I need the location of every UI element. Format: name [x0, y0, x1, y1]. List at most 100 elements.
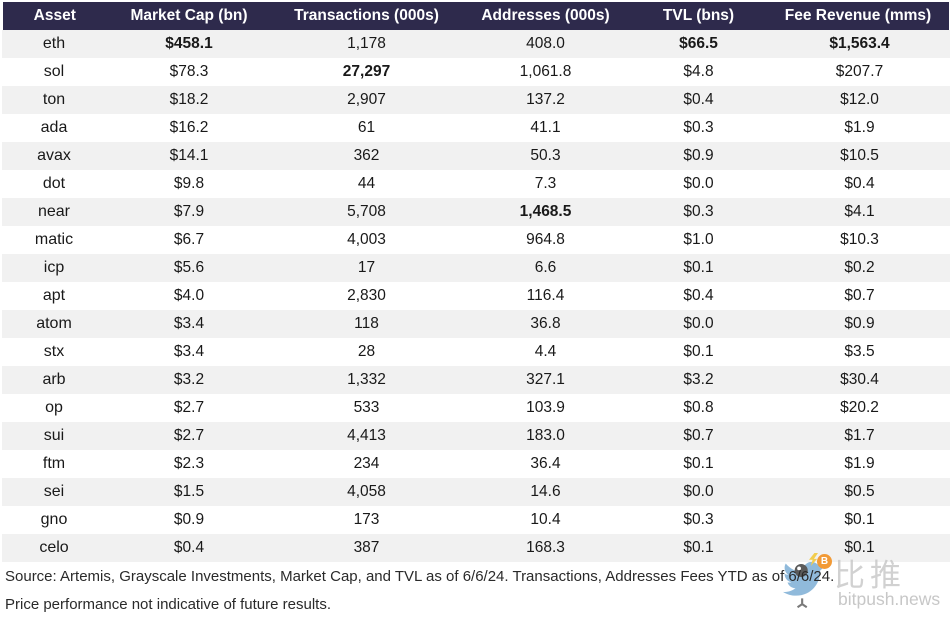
cell-asset: op	[2, 394, 107, 422]
cell-market-cap: $5.6	[107, 254, 272, 282]
cell-transactions: 5,708	[272, 198, 462, 226]
cell-tvl: $0.1	[630, 338, 768, 366]
cell-tvl: $0.9	[630, 142, 768, 170]
cell-asset: stx	[2, 338, 107, 366]
cell-tvl: $3.2	[630, 366, 768, 394]
cell-market-cap: $6.7	[107, 226, 272, 254]
cell-addresses: 7.3	[462, 170, 630, 198]
cell-market-cap: $3.4	[107, 310, 272, 338]
cell-asset: eth	[2, 30, 107, 58]
cell-fee-revenue: $0.7	[768, 282, 950, 310]
cell-asset: gno	[2, 506, 107, 534]
cell-tvl: $0.3	[630, 198, 768, 226]
cell-transactions: 173	[272, 506, 462, 534]
cell-transactions: 4,058	[272, 478, 462, 506]
cell-tvl: $0.1	[630, 450, 768, 478]
cell-addresses: 36.8	[462, 310, 630, 338]
cell-tvl: $0.1	[630, 254, 768, 282]
cell-asset: icp	[2, 254, 107, 282]
cell-transactions: 362	[272, 142, 462, 170]
cell-addresses: 4.4	[462, 338, 630, 366]
cell-market-cap: $1.5	[107, 478, 272, 506]
cell-fee-revenue: $4.1	[768, 198, 950, 226]
cell-transactions: 1,178	[272, 30, 462, 58]
cell-asset: arb	[2, 366, 107, 394]
cell-market-cap: $2.7	[107, 422, 272, 450]
cell-market-cap: $4.0	[107, 282, 272, 310]
cell-tvl: $66.5	[630, 30, 768, 58]
cell-fee-revenue: $1.7	[768, 422, 950, 450]
cell-asset: near	[2, 198, 107, 226]
cell-market-cap: $9.8	[107, 170, 272, 198]
cell-fee-revenue: $10.3	[768, 226, 950, 254]
cell-transactions: 28	[272, 338, 462, 366]
cell-addresses: 50.3	[462, 142, 630, 170]
cell-asset: sol	[2, 58, 107, 86]
cell-addresses: 137.2	[462, 86, 630, 114]
cell-transactions: 4,413	[272, 422, 462, 450]
cell-fee-revenue: $207.7	[768, 58, 950, 86]
cell-tvl: $0.0	[630, 478, 768, 506]
cell-tvl: $0.0	[630, 310, 768, 338]
cell-addresses: 10.4	[462, 506, 630, 534]
cell-market-cap: $0.9	[107, 506, 272, 534]
cell-market-cap: $78.3	[107, 58, 272, 86]
cell-tvl: $0.7	[630, 422, 768, 450]
cell-tvl: $0.3	[630, 506, 768, 534]
cell-market-cap: $7.9	[107, 198, 272, 226]
cell-tvl: $0.0	[630, 170, 768, 198]
cell-asset: ada	[2, 114, 107, 142]
cell-transactions: 1,332	[272, 366, 462, 394]
cell-tvl: $0.4	[630, 86, 768, 114]
cell-market-cap: $2.7	[107, 394, 272, 422]
cell-fee-revenue: $1.9	[768, 450, 950, 478]
cell-tvl: $0.1	[630, 534, 768, 562]
cell-asset: matic	[2, 226, 107, 254]
cell-fee-revenue: $3.5	[768, 338, 950, 366]
col-header-asset: Asset	[2, 2, 107, 30]
cell-fee-revenue: $10.5	[768, 142, 950, 170]
cell-transactions: 533	[272, 394, 462, 422]
cell-market-cap: $2.3	[107, 450, 272, 478]
cell-market-cap: $16.2	[107, 114, 272, 142]
col-header-transactions: Transactions (000s)	[272, 2, 462, 30]
cell-asset: apt	[2, 282, 107, 310]
cell-tvl: $1.0	[630, 226, 768, 254]
cell-fee-revenue: $1,563.4	[768, 30, 950, 58]
cell-transactions: 4,003	[272, 226, 462, 254]
cell-fee-revenue: $0.2	[768, 254, 950, 282]
cell-addresses: 36.4	[462, 450, 630, 478]
cell-fee-revenue: $12.0	[768, 86, 950, 114]
cell-addresses: 964.8	[462, 226, 630, 254]
cell-transactions: 17	[272, 254, 462, 282]
cell-addresses: 6.6	[462, 254, 630, 282]
cell-fee-revenue: $0.9	[768, 310, 950, 338]
cell-transactions: 44	[272, 170, 462, 198]
cell-asset: avax	[2, 142, 107, 170]
cell-fee-revenue: $0.1	[768, 506, 950, 534]
col-header-fee-revenue: Fee Revenue (mms)	[768, 2, 950, 30]
cell-addresses: 14.6	[462, 478, 630, 506]
cell-market-cap: $3.2	[107, 366, 272, 394]
cell-addresses: 1,061.8	[462, 58, 630, 86]
cell-transactions: 2,907	[272, 86, 462, 114]
cell-tvl: $0.8	[630, 394, 768, 422]
cell-addresses: 41.1	[462, 114, 630, 142]
header-row: Asset Market Cap (bn) Transactions (000s…	[2, 2, 950, 30]
cell-addresses: 327.1	[462, 366, 630, 394]
disclaimer-note: Price performance not indicative of futu…	[5, 596, 950, 613]
